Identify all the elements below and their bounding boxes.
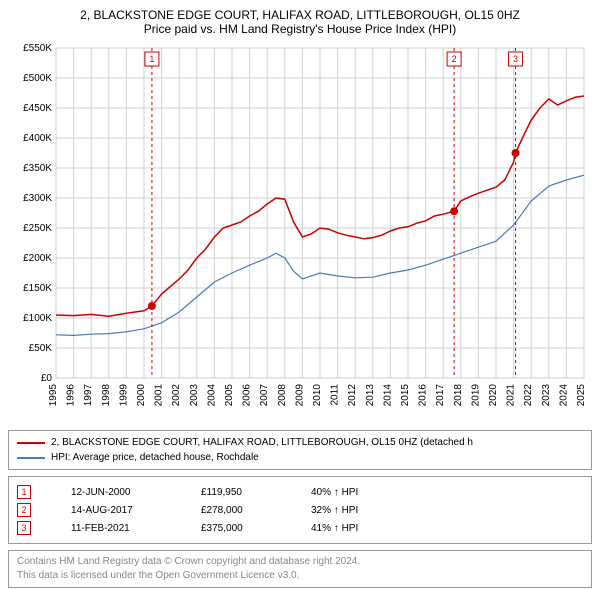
event-row: 2 14-AUG-2017 £278,000 32% ↑ HPI	[17, 501, 583, 519]
events-table: 1 12-JUN-2000 £119,950 40% ↑ HPI 2 14-AU…	[8, 476, 592, 544]
svg-text:1997: 1997	[83, 384, 94, 407]
event-date: 12-JUN-2000	[71, 487, 161, 498]
svg-text:2012: 2012	[347, 384, 358, 407]
event-price: £375,000	[201, 523, 271, 534]
svg-text:£350K: £350K	[23, 163, 52, 174]
line-chart: £0 £50K £100K £150K £200K £250K £300K £350K £400…	[8, 42, 592, 422]
svg-text:£400K: £400K	[23, 133, 52, 144]
svg-text:2017: 2017	[435, 384, 446, 407]
legend-swatch	[17, 457, 45, 459]
legend-item: 2, BLACKSTONE EDGE COURT, HALIFAX ROAD, …	[17, 435, 583, 450]
svg-text:2022: 2022	[523, 384, 534, 407]
svg-text:2006: 2006	[242, 384, 253, 407]
svg-text:1999: 1999	[118, 384, 129, 407]
svg-text:2019: 2019	[470, 384, 481, 407]
svg-text:2025: 2025	[576, 384, 587, 407]
event-hpi: 40% ↑ HPI	[311, 487, 358, 498]
svg-text:2015: 2015	[400, 384, 411, 407]
event-marker-icon: 2	[17, 503, 31, 517]
svg-text:£500K: £500K	[23, 73, 52, 84]
svg-text:2003: 2003	[189, 384, 200, 407]
chart-area: £0 £50K £100K £150K £200K £250K £300K £350K £400…	[8, 42, 592, 422]
event-price: £119,950	[201, 487, 271, 498]
credits-line: This data is licensed under the Open Gov…	[17, 569, 583, 583]
svg-text:£550K: £550K	[23, 43, 52, 54]
svg-text:1998: 1998	[101, 384, 112, 407]
event-hpi: 41% ↑ HPI	[311, 523, 358, 534]
credits-line: Contains HM Land Registry data © Crown c…	[17, 555, 583, 569]
legend: 2, BLACKSTONE EDGE COURT, HALIFAX ROAD, …	[8, 430, 592, 470]
svg-text:2001: 2001	[154, 384, 165, 407]
svg-text:2014: 2014	[382, 384, 393, 407]
legend-label: HPI: Average price, detached house, Roch…	[51, 450, 259, 465]
svg-text:2005: 2005	[224, 384, 235, 407]
svg-text:£300K: £300K	[23, 193, 52, 204]
svg-text:2021: 2021	[506, 384, 517, 407]
root: 2, BLACKSTONE EDGE COURT, HALIFAX ROAD, …	[0, 0, 600, 590]
credits: Contains HM Land Registry data © Crown c…	[8, 550, 592, 588]
svg-text:2007: 2007	[259, 384, 270, 407]
svg-text:£100K: £100K	[23, 313, 52, 324]
svg-text:2008: 2008	[277, 384, 288, 407]
svg-text:3: 3	[513, 54, 518, 64]
svg-text:2009: 2009	[294, 384, 305, 407]
svg-text:2023: 2023	[541, 384, 552, 407]
svg-text:1996: 1996	[66, 384, 77, 407]
event-row: 1 12-JUN-2000 £119,950 40% ↑ HPI	[17, 483, 583, 501]
svg-text:2000: 2000	[136, 384, 147, 407]
svg-text:2002: 2002	[171, 384, 182, 407]
chart-title-line1: 2, BLACKSTONE EDGE COURT, HALIFAX ROAD, …	[8, 8, 592, 22]
svg-text:1995: 1995	[48, 384, 59, 407]
svg-text:1: 1	[149, 54, 154, 64]
event-price: £278,000	[201, 505, 271, 516]
legend-swatch	[17, 442, 45, 444]
legend-label: 2, BLACKSTONE EDGE COURT, HALIFAX ROAD, …	[51, 435, 473, 450]
svg-text:£0: £0	[41, 373, 53, 384]
event-marker-icon: 3	[17, 521, 31, 535]
legend-item: HPI: Average price, detached house, Roch…	[17, 450, 583, 465]
svg-text:2004: 2004	[206, 384, 217, 407]
svg-text:£50K: £50K	[29, 343, 53, 354]
event-date: 11-FEB-2021	[71, 523, 161, 534]
svg-text:2016: 2016	[418, 384, 429, 407]
svg-text:2: 2	[452, 54, 457, 64]
chart-title-line2: Price paid vs. HM Land Registry's House …	[8, 22, 592, 36]
svg-text:2024: 2024	[558, 384, 569, 407]
svg-text:2013: 2013	[365, 384, 376, 407]
svg-text:£250K: £250K	[23, 223, 52, 234]
event-marker-icon: 1	[17, 485, 31, 499]
svg-text:2018: 2018	[453, 384, 464, 407]
svg-text:2011: 2011	[330, 384, 341, 406]
event-date: 14-AUG-2017	[71, 505, 161, 516]
event-row: 3 11-FEB-2021 £375,000 41% ↑ HPI	[17, 519, 583, 537]
svg-text:£200K: £200K	[23, 253, 52, 264]
svg-text:£450K: £450K	[23, 103, 52, 114]
event-hpi: 32% ↑ HPI	[311, 505, 358, 516]
svg-text:2010: 2010	[312, 384, 323, 407]
svg-text:2020: 2020	[488, 384, 499, 407]
svg-text:£150K: £150K	[23, 283, 52, 294]
